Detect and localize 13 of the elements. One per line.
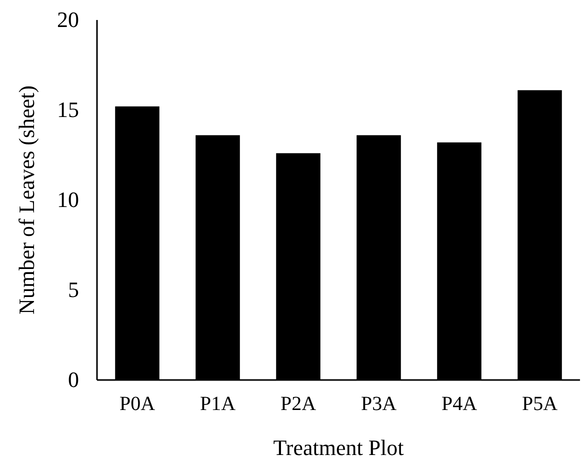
y-axis-title: Number of Leaves (sheet) — [14, 85, 39, 315]
x-tick-label: P3A — [360, 393, 398, 416]
x-tick-label: P2A — [280, 393, 317, 416]
x-tick-label: P0A — [119, 393, 156, 416]
x-axis-title: Treatment Plot — [273, 435, 404, 460]
y-tick-label: 15 — [57, 97, 79, 122]
y-tick-label: 10 — [57, 187, 79, 212]
y-tick-label: 0 — [68, 367, 79, 392]
y-tick-label: 20 — [57, 7, 79, 32]
x-tick-label: P5A — [522, 393, 558, 416]
y-tick-label: 5 — [68, 277, 79, 302]
x-tick-label: P4A — [441, 393, 478, 416]
x-tick-label: P1A — [200, 393, 236, 416]
